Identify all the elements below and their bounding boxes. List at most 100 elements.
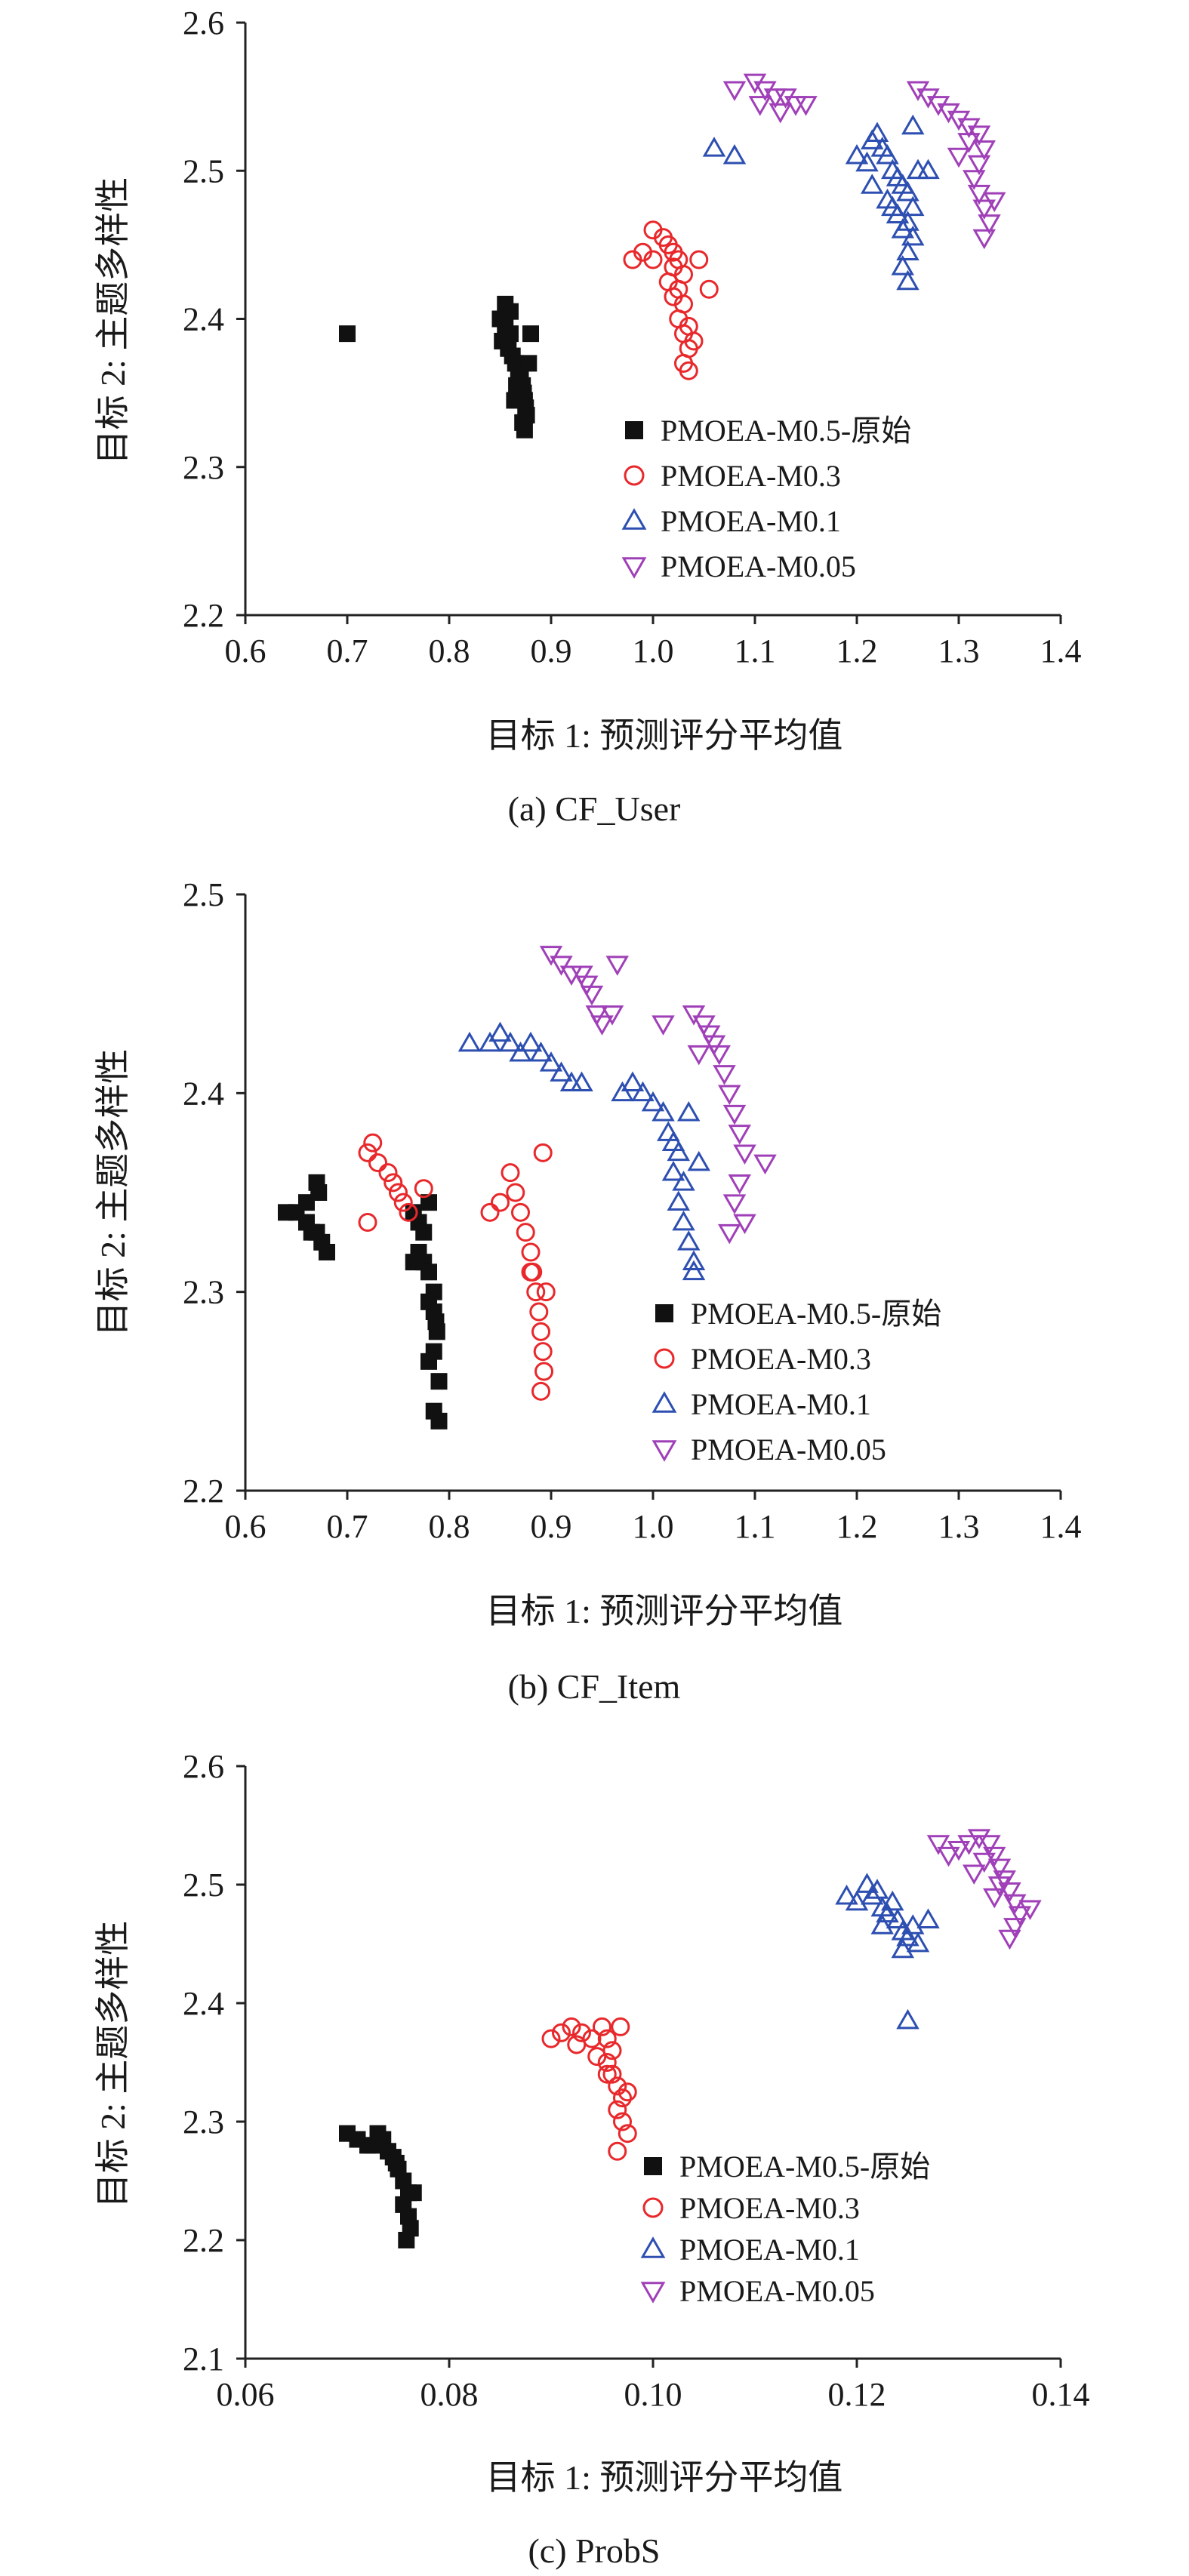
data-point [886, 203, 910, 223]
data-point [901, 114, 925, 135]
data-point [613, 2088, 632, 2108]
data-point [876, 143, 899, 165]
data-point [363, 1133, 383, 1153]
data-point [521, 1242, 541, 1262]
data-point [631, 1081, 655, 1102]
data-point [533, 1143, 553, 1162]
data-point [937, 1846, 960, 1867]
data-point [430, 1373, 448, 1390]
x-tick-label: 1.2 [836, 632, 878, 669]
legend-marker [640, 2282, 666, 2304]
legend-marker [651, 1391, 677, 1413]
data-point [611, 2017, 630, 2036]
x-tick-label: 1.0 [633, 1508, 674, 1545]
data-point [522, 325, 539, 343]
data-point [415, 1223, 433, 1241]
data-point [641, 1091, 665, 1112]
data-point [891, 255, 914, 275]
data-point [916, 1908, 940, 1928]
data-point [769, 103, 792, 124]
data-point [667, 1190, 690, 1211]
data-point [611, 1081, 634, 1102]
data-point [672, 1210, 695, 1231]
data-point [957, 133, 981, 153]
data-point [707, 1045, 731, 1066]
data-point [901, 225, 925, 246]
data-point [511, 1202, 530, 1222]
legend-marker [625, 421, 643, 439]
data-point [896, 181, 919, 202]
plot-area-b: 0.6 0.7 0.8 0.9 1.0 1.1 1.2 1.3 1.4 2.2 2.3 2.4 2.5 P… [183, 876, 1082, 1545]
data-point [520, 355, 538, 372]
data-point [682, 1005, 706, 1026]
data-point [339, 325, 356, 343]
data-point [891, 1937, 914, 1959]
data-point [667, 1140, 690, 1162]
y-tick-label: 2.6 [183, 5, 224, 42]
data-point [733, 1144, 756, 1165]
y-tick-label: 2.3 [183, 449, 224, 486]
legend-marker [651, 1440, 677, 1462]
data-point [728, 1174, 751, 1195]
data-point [870, 1914, 894, 1934]
caption-a: (a) CF_User [508, 789, 681, 828]
data-point [702, 137, 726, 157]
x-axis-label-b: 目标 1: 预测评分平均值 [486, 1592, 843, 1630]
data-point [692, 1015, 716, 1036]
data-point [575, 975, 599, 996]
data-point [508, 377, 525, 394]
plot-area-c: 0.06 0.08 0.10 0.12 0.14 2.1 2.2 2.3 2.4 2.5 2.6 PM… [183, 1748, 1090, 2413]
data-point [383, 1173, 403, 1193]
data-point [1003, 1918, 1027, 1938]
data-point [580, 985, 604, 1006]
plot-area-a: 0.6 0.7 0.8 0.9 1.0 1.1 1.2 1.3 1.4 2.2 2.3 2.4 2.5 2… [183, 5, 1082, 669]
data-point [733, 1214, 756, 1235]
chart-panel-c: 0.06 0.08 0.10 0.12 0.14 2.1 2.2 2.3 2.4 2.5 2.6 PM… [94, 1748, 1090, 2570]
data-point [677, 1101, 701, 1122]
data-point [529, 1042, 553, 1062]
data-point [621, 1071, 645, 1092]
data-point [597, 2064, 617, 2084]
x-axis-label-a: 目标 1: 预测评分平均值 [486, 716, 843, 755]
data-point [539, 1051, 563, 1072]
data-point [420, 1194, 437, 1211]
legend-label: PMOEA-M0.05 [661, 549, 856, 583]
data-point [713, 1065, 736, 1085]
data-point [748, 96, 772, 116]
legend-marker [640, 2236, 666, 2258]
legend: PMOEA-M0.5-原始 PMOEA-M0.3 PMOEA-M0.1 PMOEA-M… [651, 1297, 941, 1467]
data-point [562, 2017, 581, 2036]
data-point [428, 1323, 445, 1340]
data-point [993, 1870, 1016, 1891]
data-point [600, 1005, 624, 1026]
legend-label: PMOEA-M0.1 [679, 2233, 860, 2267]
data-point [430, 1412, 448, 1430]
data-point [526, 1282, 546, 1302]
chart-panel-b: 0.6 0.7 0.8 0.9 1.0 1.1 1.2 1.3 1.4 2.2 2.3 2.4 2.5 P… [94, 876, 1082, 1706]
data-point [845, 143, 869, 165]
x-tick-label: 1.4 [1040, 1508, 1082, 1545]
data-point [972, 1852, 996, 1873]
data-point [967, 184, 991, 205]
data-point [698, 1025, 721, 1045]
data-point [480, 1202, 500, 1222]
data-point [896, 269, 919, 291]
data-point [661, 1161, 685, 1181]
data-point [387, 2154, 405, 2171]
data-point [987, 1858, 1012, 1879]
data-point [590, 1015, 614, 1036]
legend-label: PMOEA-M0.3 [679, 2191, 860, 2225]
data-point [718, 1085, 741, 1105]
data-point [378, 1163, 398, 1183]
data-point [998, 1882, 1021, 1903]
x-tick-label: 1.1 [735, 632, 776, 669]
data-point [677, 1230, 701, 1251]
data-point [509, 1042, 532, 1062]
data-point [457, 1031, 482, 1052]
y-axis-label-c: 目标 2: 主题多样性 [94, 1921, 132, 2208]
data-point [572, 2023, 591, 2042]
data-point [682, 1260, 706, 1281]
data-point [516, 1223, 535, 1242]
data-point [916, 158, 940, 180]
